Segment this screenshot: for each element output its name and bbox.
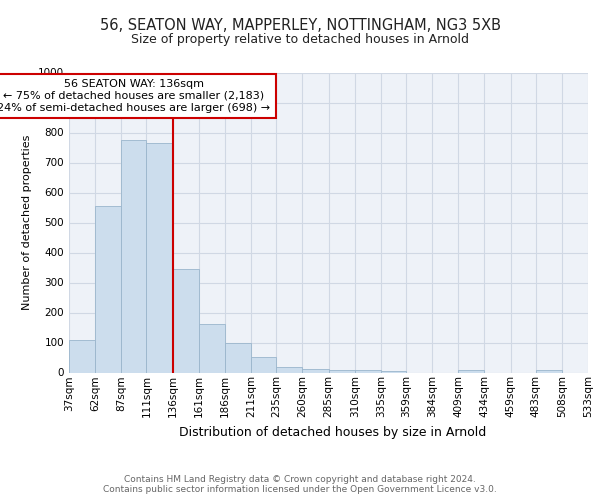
Bar [69,340,95,372]
Y-axis label: Number of detached properties: Number of detached properties [22,135,32,310]
Bar [199,324,225,372]
Text: Contains HM Land Registry data © Crown copyright and database right 2024.
Contai: Contains HM Land Registry data © Crown c… [103,474,497,494]
Bar [276,366,302,372]
Bar [355,370,381,372]
Bar [329,370,355,372]
Bar [302,368,329,372]
Text: 56 SEATON WAY: 136sqm
← 75% of detached houses are smaller (2,183)
24% of semi-d: 56 SEATON WAY: 136sqm ← 75% of detached … [0,80,271,112]
Bar [95,206,121,372]
Bar [251,356,276,372]
Bar [173,269,199,372]
Text: Size of property relative to detached houses in Arnold: Size of property relative to detached ho… [131,32,469,46]
Bar [146,143,173,372]
Bar [121,140,146,372]
Bar [381,371,406,372]
Bar [458,370,484,372]
Bar [536,370,562,372]
Text: 56, SEATON WAY, MAPPERLEY, NOTTINGHAM, NG3 5XB: 56, SEATON WAY, MAPPERLEY, NOTTINGHAM, N… [100,18,500,32]
Bar [225,344,251,372]
Text: Distribution of detached houses by size in Arnold: Distribution of detached houses by size … [179,426,487,439]
